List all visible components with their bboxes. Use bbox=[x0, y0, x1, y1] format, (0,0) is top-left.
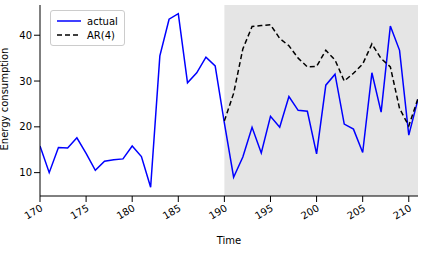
svg-text:210: 210 bbox=[391, 202, 413, 221]
html-text:actual: actual bbox=[87, 15, 118, 27]
svg-text:170: 170 bbox=[23, 202, 45, 221]
svg-text:200: 200 bbox=[299, 202, 321, 221]
svg-text:20: 20 bbox=[19, 121, 32, 132]
svg-text:Time: Time bbox=[216, 235, 241, 246]
svg-text:185: 185 bbox=[161, 202, 183, 221]
svg-text:10: 10 bbox=[19, 167, 32, 178]
svg-text:Energy consumption: Energy consumption bbox=[0, 48, 10, 151]
svg-text:195: 195 bbox=[253, 202, 275, 221]
svg-text:30: 30 bbox=[19, 76, 32, 87]
svg-text:205: 205 bbox=[345, 202, 367, 221]
svg-text:175: 175 bbox=[69, 202, 91, 221]
html-text:AR(4): AR(4) bbox=[87, 29, 115, 41]
svg-text:40: 40 bbox=[19, 30, 32, 41]
svg-text:180: 180 bbox=[115, 202, 137, 221]
svg-text:190: 190 bbox=[207, 202, 229, 221]
